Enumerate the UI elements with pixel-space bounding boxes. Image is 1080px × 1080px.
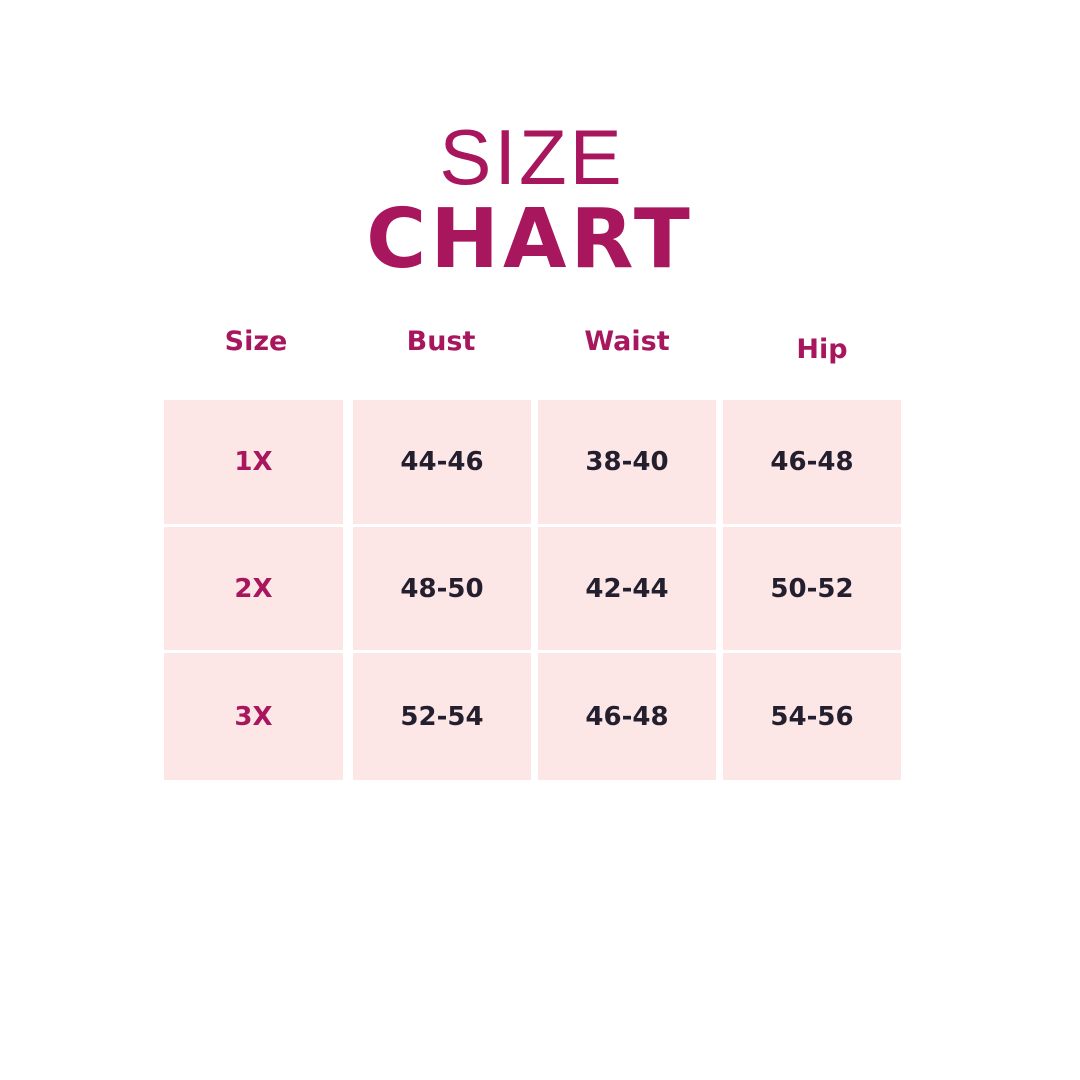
- cell-size: 3X: [164, 653, 343, 780]
- header-waist: Waist: [584, 326, 670, 357]
- cell-hip: 46-48: [723, 400, 901, 524]
- header-hip: Hip: [796, 334, 848, 365]
- cell-waist: 46-48: [538, 653, 716, 780]
- cell-size: 1X: [164, 400, 343, 524]
- cell-waist: 38-40: [538, 400, 716, 524]
- cell-bust: 44-46: [353, 400, 531, 524]
- cell-hip: 50-52: [723, 527, 901, 650]
- title-size: SIZE: [439, 113, 625, 201]
- cell-hip: 54-56: [723, 653, 901, 780]
- cell-size: 2X: [164, 527, 343, 650]
- cell-bust: 48-50: [353, 527, 531, 650]
- title-chart: CHART: [366, 192, 694, 287]
- cell-waist: 42-44: [538, 527, 716, 650]
- cell-bust: 52-54: [353, 653, 531, 780]
- header-size: Size: [224, 326, 288, 357]
- header-bust: Bust: [406, 326, 476, 357]
